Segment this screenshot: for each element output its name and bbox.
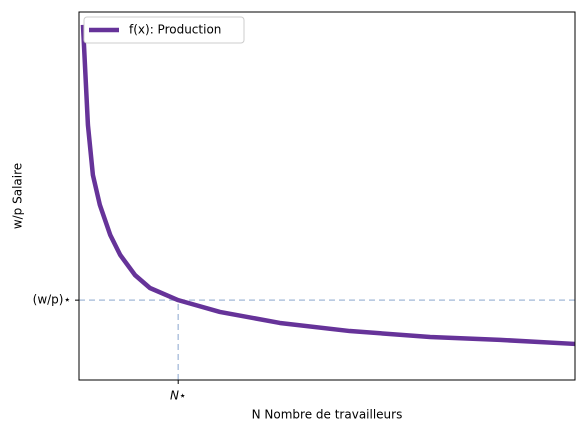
y-axis-label: w/p Salaire bbox=[11, 163, 25, 229]
legend-box bbox=[83, 16, 245, 44]
line bbox=[80, 24, 576, 347]
plot-frame bbox=[78, 11, 576, 381]
x-tick-label: N⋆ bbox=[170, 389, 187, 403]
y-tick-label: (w/p)⋆ bbox=[33, 293, 71, 307]
legend-label: f(x): Production bbox=[129, 23, 221, 37]
x-axis-label: N Nombre de travailleurs bbox=[252, 408, 403, 422]
